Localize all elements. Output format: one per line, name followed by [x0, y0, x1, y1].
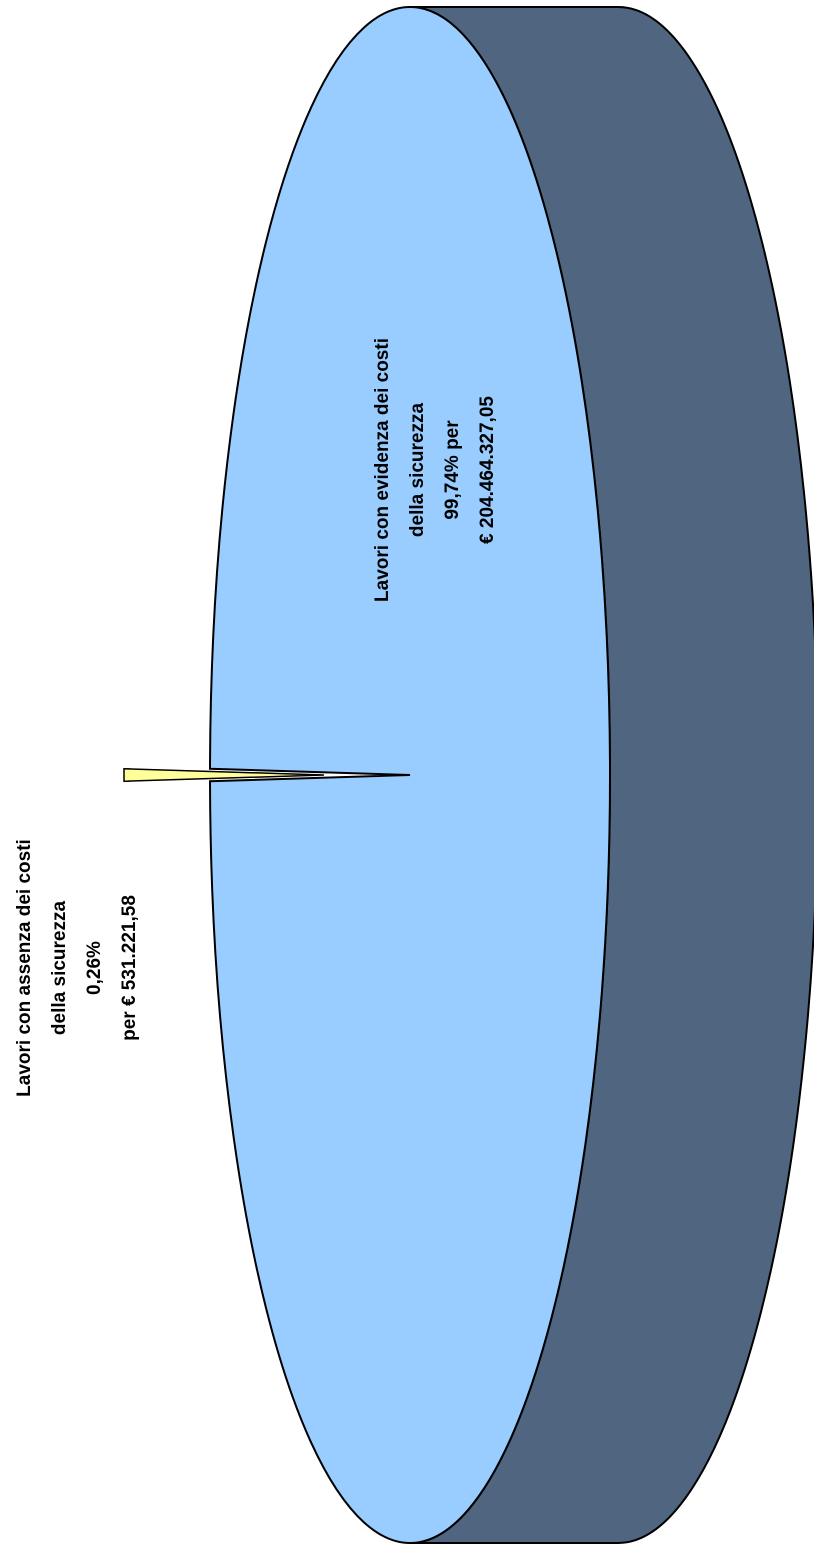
slice-label-assenza: Lavori con assenza dei costi della sicure…: [14, 839, 140, 1097]
